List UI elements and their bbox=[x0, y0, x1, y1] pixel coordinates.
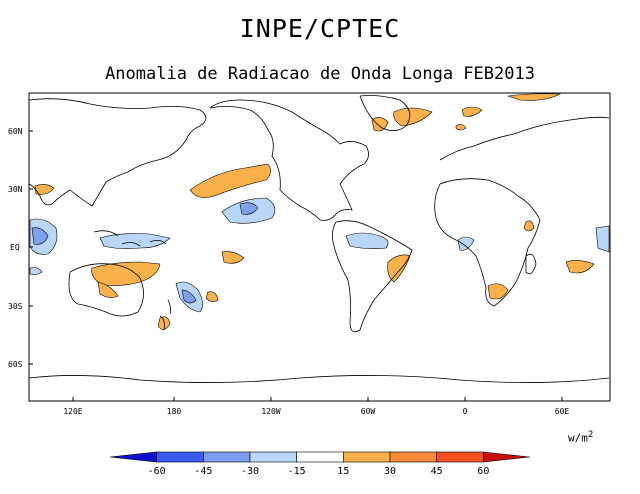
anomaly-greenland-west bbox=[371, 117, 389, 132]
anomaly-central-africa bbox=[457, 236, 475, 251]
lon-label: 120W bbox=[261, 407, 280, 416]
coast-south-america bbox=[332, 220, 413, 333]
lon-labels: 120E 180 120W 60W 0 60E bbox=[63, 407, 569, 416]
coast-antarctica bbox=[28, 375, 610, 383]
lat-label: 60S bbox=[8, 360, 23, 369]
colorbar-label: 60 bbox=[477, 466, 489, 477]
lat-labels: 60N 30N EQ 30S 60S bbox=[8, 127, 23, 369]
colorbar-swatch bbox=[249, 451, 297, 463]
coast-africa bbox=[434, 178, 541, 307]
anomaly-central-pacific bbox=[221, 251, 245, 264]
colorbar-unit: w/m2 bbox=[568, 430, 593, 445]
chart-title: INPE/CPTEC bbox=[239, 14, 401, 43]
lon-label: 60W bbox=[361, 407, 376, 416]
lon-label: 60E bbox=[555, 407, 570, 416]
colorbar-label: -30 bbox=[241, 466, 259, 477]
colorbar-swatch bbox=[483, 451, 531, 463]
lon-label: 120E bbox=[63, 407, 82, 416]
anomaly-amazon bbox=[345, 232, 389, 249]
anomaly-north-pacific bbox=[189, 163, 271, 198]
anomaly-india bbox=[34, 184, 55, 195]
coastlines bbox=[28, 95, 610, 383]
lat-label: 30N bbox=[8, 185, 23, 194]
anomaly-arctic bbox=[507, 93, 562, 101]
colorbar: -60 -45 -30 -15 15 30 45 60 bbox=[109, 451, 531, 477]
anomaly-hawaii-core bbox=[239, 202, 259, 215]
lat-label: 30S bbox=[8, 302, 23, 311]
anomaly-south-pacific bbox=[205, 291, 219, 302]
colorbar-label: -15 bbox=[288, 466, 306, 477]
anomaly-greenland bbox=[393, 107, 433, 127]
colorbar-label: -45 bbox=[194, 466, 212, 477]
anomaly-west-indian bbox=[29, 267, 43, 275]
anomaly-south-africa bbox=[487, 283, 509, 300]
anomaly-spcz-core bbox=[181, 289, 197, 304]
coast-madagascar bbox=[525, 253, 537, 275]
anomaly-brazil bbox=[387, 254, 411, 283]
coast-eurasia-west bbox=[439, 116, 610, 161]
colorbar-label: -60 bbox=[148, 466, 166, 477]
coast-eurasia-east bbox=[28, 98, 207, 207]
anomaly-indian-ocean bbox=[565, 260, 595, 274]
map-area bbox=[28, 92, 611, 402]
unit-exponent: 2 bbox=[587, 430, 594, 440]
colorbar-swatch bbox=[436, 451, 484, 463]
colorbar-swatch bbox=[109, 451, 157, 463]
colorbar-label: 30 bbox=[384, 466, 396, 477]
colorbar-swatch bbox=[389, 451, 437, 463]
colorbar-swatch bbox=[203, 451, 251, 463]
strong-negative-anomalies bbox=[31, 202, 259, 304]
anomaly-indian-east-core bbox=[31, 227, 49, 245]
anomaly-maritime bbox=[99, 233, 171, 249]
lon-label: 0 bbox=[463, 407, 468, 416]
coast-australia bbox=[68, 263, 144, 317]
lat-label: EQ bbox=[10, 243, 20, 252]
colorbar-swatch bbox=[343, 451, 391, 463]
lon-label: 180 bbox=[167, 407, 182, 416]
positive-anomalies bbox=[34, 93, 595, 330]
anomaly-europe-north bbox=[461, 106, 483, 117]
coast-indonesia bbox=[93, 230, 167, 247]
colorbar-label: 45 bbox=[431, 466, 443, 477]
colorbar-swatch bbox=[296, 451, 344, 463]
coast-greenland bbox=[359, 95, 411, 131]
anomaly-europe bbox=[455, 124, 467, 131]
anomaly-east-indian bbox=[595, 225, 610, 253]
anomaly-australia-south bbox=[97, 281, 119, 298]
lat-label: 60N bbox=[8, 127, 23, 136]
unit-text: w/m bbox=[568, 431, 588, 445]
coast-north-america bbox=[209, 99, 369, 221]
anomaly-east-africa bbox=[523, 220, 535, 232]
coast-new-zealand bbox=[159, 299, 172, 331]
colorbar-swatch bbox=[156, 451, 204, 463]
chart-subtitle: Anomalia de Radiacao de Onda Longa FEB20… bbox=[105, 64, 535, 84]
colorbar-label: 15 bbox=[337, 466, 349, 477]
map-ticks bbox=[29, 130, 563, 401]
anomaly-australia-north bbox=[91, 261, 161, 286]
